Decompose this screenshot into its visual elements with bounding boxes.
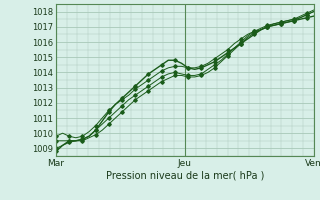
X-axis label: Pression niveau de la mer( hPa ): Pression niveau de la mer( hPa ) <box>106 171 264 181</box>
